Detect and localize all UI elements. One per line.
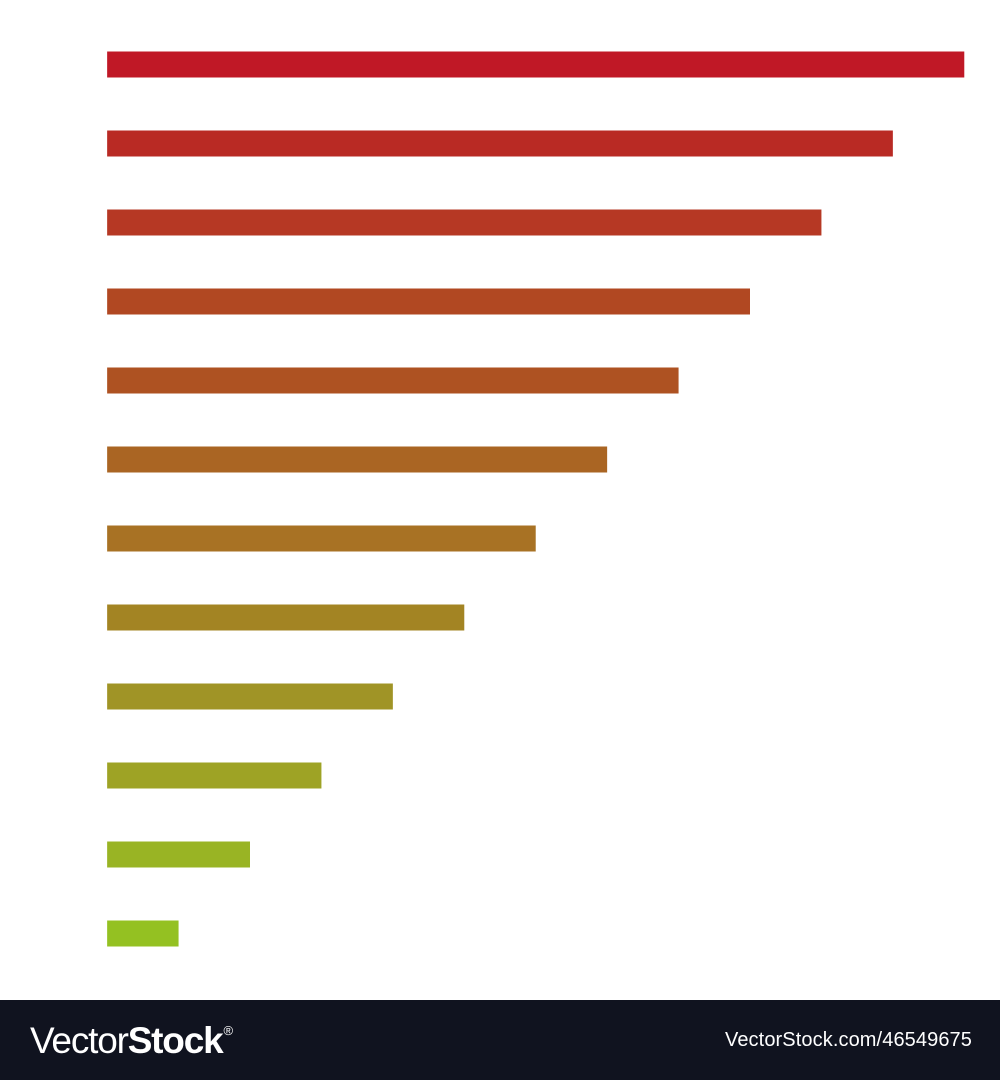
bar-6: [107, 446, 608, 473]
image-id-url: VectorStock.com/46549675: [725, 1028, 972, 1051]
bar-3: [107, 209, 822, 236]
registered-mark: ®: [223, 1022, 233, 1038]
bar-7: [107, 525, 536, 552]
bar-4: [107, 288, 750, 315]
chart-area: [107, 51, 965, 947]
watermark-footer: VectorStock® VectorStock.com/46549675: [0, 1000, 1000, 1080]
bar-12: [107, 920, 179, 947]
bar-11: [107, 841, 251, 868]
bar-9: [107, 683, 393, 710]
bar-1: [107, 51, 965, 78]
logo-text-bold: Stock: [127, 1019, 224, 1061]
bar-8: [107, 604, 465, 631]
logo-text-light: Vector: [30, 1019, 129, 1061]
bar-5: [107, 367, 679, 394]
bar-chart: [107, 51, 965, 947]
vectorstock-logo: VectorStock®: [30, 1019, 233, 1061]
bar-2: [107, 130, 893, 157]
bar-10: [107, 762, 322, 789]
